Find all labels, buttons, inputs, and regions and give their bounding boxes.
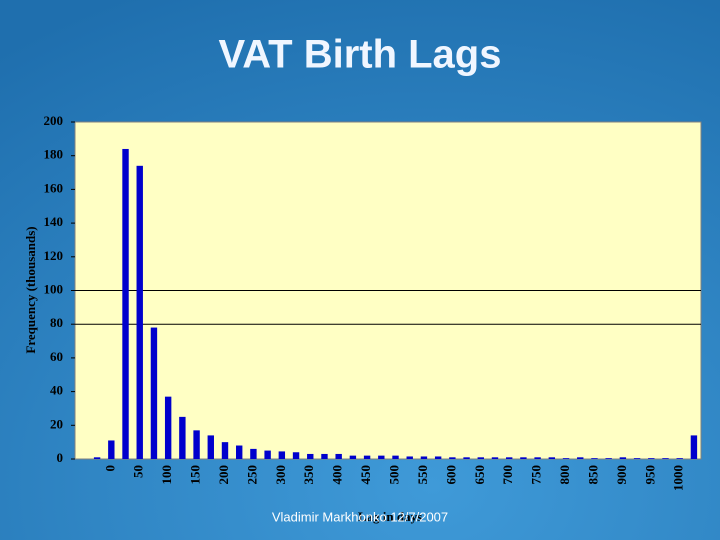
x-tick-label: 800 (557, 465, 572, 485)
y-tick-label: 60 (50, 349, 63, 364)
y-tick-label: 140 (44, 214, 64, 229)
x-tick-label: 100 (159, 465, 174, 485)
bar (392, 455, 399, 459)
x-tick-label: 200 (216, 465, 231, 485)
x-tick-label: 450 (358, 465, 373, 485)
bar (150, 327, 158, 459)
bar (520, 457, 527, 459)
y-tick-label: 80 (50, 315, 63, 330)
x-tick-label: 650 (472, 465, 487, 485)
y-axis-title: Frequency (thousands) (23, 226, 38, 353)
y-tick-label: 180 (44, 147, 64, 162)
x-tick-label: 950 (642, 465, 657, 485)
bar (93, 457, 101, 459)
y-tick-label: 160 (44, 180, 64, 195)
y-tick-label: 0 (57, 450, 64, 465)
bar (449, 457, 456, 459)
bar (534, 457, 541, 459)
bar (676, 458, 683, 459)
x-tick-label: 700 (500, 465, 515, 485)
x-tick-label: 850 (585, 465, 600, 485)
bar (591, 458, 598, 459)
bar (179, 416, 186, 459)
bar (264, 450, 271, 459)
bar (420, 456, 428, 459)
y-tick-label: 40 (50, 383, 63, 398)
x-tick-label: 500 (386, 465, 401, 485)
footer: Vladimir Markhonko 12/7/2007 (272, 509, 448, 524)
bar (648, 458, 655, 459)
bar (577, 457, 584, 459)
x-tick-label: 400 (330, 465, 345, 485)
bar (434, 456, 442, 459)
x-tick-label: 50 (131, 465, 146, 478)
x-tick-label: 550 (415, 465, 430, 485)
bar (463, 457, 470, 459)
bar (662, 458, 669, 459)
x-tick-label: 600 (443, 465, 458, 485)
y-tick-label: 120 (44, 248, 64, 263)
bar (250, 448, 257, 459)
x-tick-label: 1000 (671, 465, 686, 491)
bar (690, 435, 698, 459)
bar (221, 442, 229, 459)
bar (292, 452, 300, 459)
x-tick-label: 250 (244, 465, 259, 485)
bar (335, 453, 342, 459)
bar (605, 458, 612, 459)
x-tick-label: 350 (301, 465, 316, 485)
bar (548, 457, 556, 459)
bar (619, 457, 627, 459)
bar (633, 458, 641, 459)
bar (477, 457, 484, 459)
x-tick-label: 150 (188, 465, 203, 485)
bar (207, 435, 214, 459)
bar (505, 457, 513, 459)
bar (363, 455, 371, 459)
y-tick-label: 200 (44, 113, 64, 128)
x-tick-label: 750 (529, 465, 544, 485)
x-tick-label: 0 (102, 465, 117, 472)
bar (108, 440, 115, 459)
bar (378, 455, 385, 459)
bar (307, 453, 314, 459)
bar (562, 458, 570, 459)
bar (164, 396, 172, 459)
bar (236, 445, 243, 459)
slide-title: VAT Birth Lags (219, 33, 502, 77)
bar (136, 165, 143, 459)
bar (491, 457, 499, 459)
y-tick-label: 20 (50, 416, 63, 431)
bar (278, 451, 286, 459)
y-tick-label: 100 (44, 281, 64, 296)
bar (321, 453, 328, 459)
x-tick-label: 300 (273, 465, 288, 485)
bar (349, 455, 357, 459)
bar (406, 456, 413, 459)
bar (193, 430, 200, 459)
bar (122, 148, 129, 459)
x-tick-label: 900 (614, 465, 629, 485)
x-axis-title: Lag in days (358, 509, 422, 524)
